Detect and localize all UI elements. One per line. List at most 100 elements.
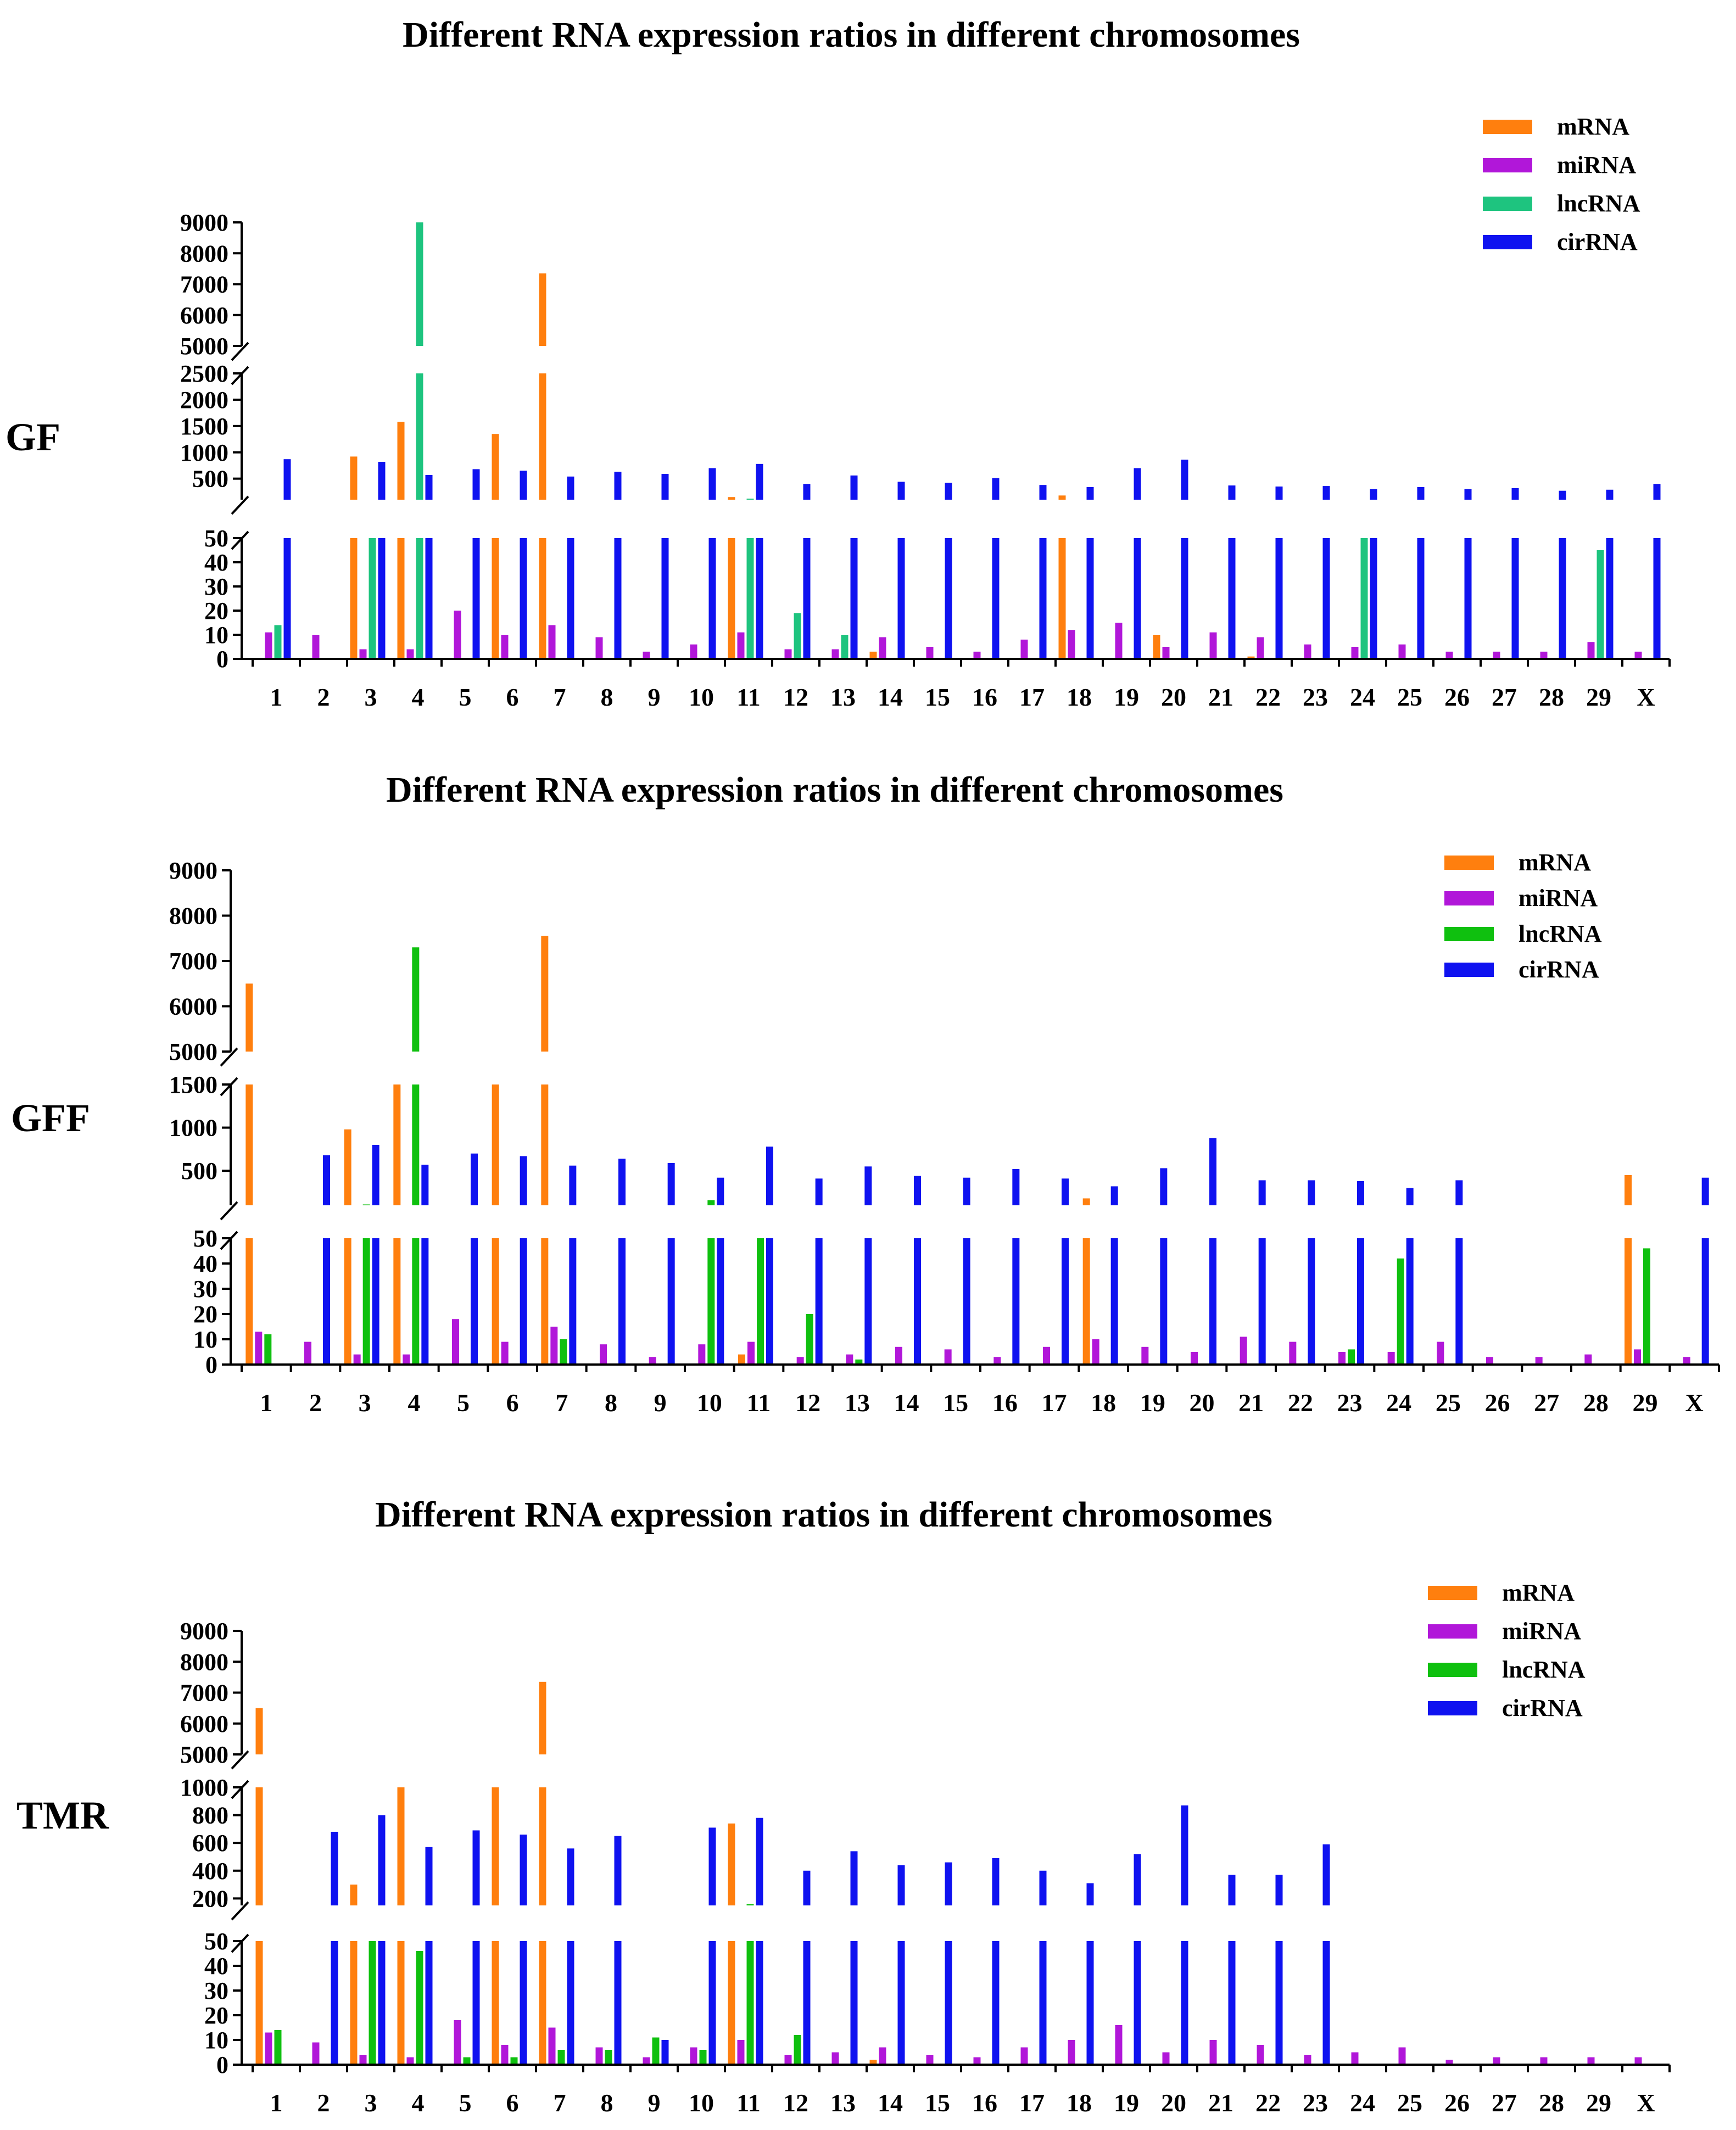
legend-swatch-lncRNA [1483, 197, 1532, 211]
bar-lncRNA-chr-1-seg0 [274, 2030, 282, 2065]
x-tick-label: 7 [555, 1389, 568, 1417]
axis-break-mark [220, 1077, 238, 1097]
bar-cirRNA-chr-21-seg0 [1258, 1238, 1266, 1365]
x-tick-label: 10 [697, 1389, 722, 1417]
bar-miRNA-chr-3-seg0 [359, 649, 367, 659]
bar-cirRNA-chr-25-seg0 [1455, 1238, 1463, 1365]
x-tick-label: 27 [1492, 2089, 1517, 2117]
bar-mRNA-chr-6-seg1 [492, 434, 499, 500]
x-tick-label: 4 [412, 2089, 425, 2117]
bar-miRNA-chr-20-seg0 [1191, 1352, 1198, 1365]
bar-cirRNA-chr-23-seg1 [1322, 486, 1330, 500]
bar-lncRNA-chr-4-seg0 [412, 1238, 420, 1365]
y-tick-label: 10 [204, 2027, 228, 2054]
x-tick-label: 20 [1161, 683, 1186, 711]
legend-swatch-miRNA [1428, 1624, 1477, 1639]
bar-miRNA-chr-13-seg0 [831, 2052, 839, 2065]
y-tick-label: 7000 [169, 948, 217, 975]
bar-miRNA-chr-1-seg0 [265, 632, 272, 659]
x-tick-label: 16 [972, 683, 997, 711]
bar-miRNA-chr-29-seg0 [1587, 2057, 1595, 2065]
axis-break-mark [231, 342, 249, 361]
axis-break-mark [231, 1933, 249, 1953]
bar-cirRNA-chr-6-seg0 [520, 538, 527, 659]
bar-cirRNA-chr-29-seg0 [1606, 538, 1614, 659]
bar-cirRNA-chr-17-seg0 [1039, 1941, 1047, 2065]
bar-cirRNA-chr-20-seg0 [1181, 1941, 1188, 2065]
bar-mRNA-chr-3-seg1 [350, 1885, 358, 1905]
bar-cirRNA-chr-20-seg0 [1209, 1238, 1216, 1365]
bar-cirRNA-chr-11-seg1 [766, 1147, 773, 1205]
x-tick-label: 22 [1255, 683, 1281, 711]
bar-cirRNA-chr-6-seg1 [520, 471, 527, 500]
bar-cirRNA-chr-22-seg1 [1275, 1875, 1283, 1905]
legend-swatch-mRNA [1428, 1586, 1477, 1600]
y-tick-label: 0 [205, 1351, 217, 1378]
bar-cirRNA-chr-28-seg0 [1559, 538, 1566, 659]
bar-miRNA-chr-14-seg0 [895, 1346, 902, 1365]
bar-cirRNA-chr-12-seg1 [803, 484, 811, 500]
bar-mRNA-chr-4-seg0 [393, 1238, 401, 1365]
bar-cirRNA-chr-23-seg1 [1322, 1844, 1330, 1905]
bar-cirRNA-chr-15-seg0 [963, 1238, 970, 1365]
bar-cirRNA-chr-25-seg1 [1417, 487, 1425, 500]
bar-cirRNA-chr-7-seg1 [567, 1848, 574, 1905]
y-tick-label: 5000 [180, 1741, 228, 1768]
y-tick-label: 30 [204, 1977, 228, 2004]
legend-label-mRNA: mRNA [1557, 113, 1629, 140]
bar-cirRNA-chr-23-seg1 [1357, 1181, 1364, 1205]
bar-lncRNA-chr-11-seg0 [757, 1238, 764, 1365]
bar-cirRNA-chr-6-seg1 [520, 1835, 527, 1905]
x-tick-label: 28 [1539, 683, 1564, 711]
bar-cirRNA-chr-27-seg1 [1511, 488, 1519, 500]
bar-mRNA-chr-6-seg0 [492, 538, 499, 659]
bar-cirRNA-chr-18-seg0 [1086, 538, 1094, 659]
y-tick-label: 5000 [169, 1038, 217, 1065]
bar-miRNA-chr-11-seg0 [747, 1341, 755, 1365]
x-tick-label: 24 [1386, 1389, 1411, 1417]
x-tick-label: 1 [270, 2089, 283, 2117]
bar-miRNA-chr-24-seg0 [1351, 647, 1359, 659]
bar-miRNA-chr-29-seg0 [1587, 642, 1595, 659]
bar-lncRNA-chr-11-seg0 [746, 1941, 754, 2065]
x-tick-label: 16 [972, 2089, 997, 2117]
y-tick-label: 6000 [169, 993, 217, 1020]
x-tick-label: 13 [830, 2089, 856, 2117]
bar-miRNA-chr-15-seg0 [944, 1349, 952, 1365]
panel-tmr: Different RNA expression ratios in diffe… [16, 1495, 1671, 2117]
bar-lncRNA-chr-6-seg0 [510, 2057, 518, 2065]
x-tick-label: 22 [1255, 2089, 1281, 2117]
x-tick-label: 11 [747, 1389, 771, 1417]
x-tick-label: 29 [1586, 2089, 1611, 2117]
legend-swatch-mRNA [1444, 856, 1494, 870]
bar-miRNA-chr-2-seg0 [312, 2042, 320, 2065]
bar-mRNA-chr-4-seg1 [397, 422, 405, 500]
bar-cirRNA-chr-14-seg0 [897, 538, 905, 659]
y-tick-label: 20 [193, 1301, 217, 1328]
x-tick-label: 15 [925, 683, 950, 711]
bar-cirRNA-chr-10-seg1 [708, 468, 716, 500]
bar-lncRNA-chr-4-seg0 [416, 538, 423, 659]
y-tick-label: 600 [192, 1830, 228, 1857]
bar-miRNA-chr-5-seg0 [454, 2020, 461, 2065]
bar-cirRNA-chr-20-seg1 [1209, 1138, 1216, 1205]
bar-cirRNA-chr-11-seg0 [756, 538, 763, 659]
bar-miRNA-chr-22-seg0 [1289, 1341, 1297, 1365]
bar-cirRNA-chr-16-seg1 [992, 478, 1000, 500]
legend-swatch-miRNA [1444, 891, 1494, 905]
bar-mRNA-chr-7-seg2 [539, 273, 546, 346]
bar-miRNA-chr-8-seg0 [595, 2047, 603, 2065]
bar-cirRNA-chr-4-seg0 [425, 1941, 433, 2065]
bar-cirRNA-chr-18-seg1 [1086, 1883, 1094, 1905]
y-tick-label: 20 [204, 2002, 228, 2029]
legend-swatch-cirRNA [1444, 963, 1494, 977]
y-tick-label: 800 [192, 1802, 228, 1829]
bar-mRNA-chr-18-seg1 [1082, 1198, 1090, 1205]
y-tick-label: 40 [193, 1250, 217, 1277]
panel-label: GF [5, 415, 60, 459]
bar-cirRNA-chr-22-seg1 [1275, 487, 1283, 500]
bar-cirRNA-chr-21-seg1 [1258, 1180, 1266, 1205]
x-tick-label: 26 [1444, 683, 1470, 711]
bar-mRNA-chr-6-seg0 [492, 1941, 499, 2065]
bar-cirRNA-chr-19-seg0 [1134, 538, 1141, 659]
